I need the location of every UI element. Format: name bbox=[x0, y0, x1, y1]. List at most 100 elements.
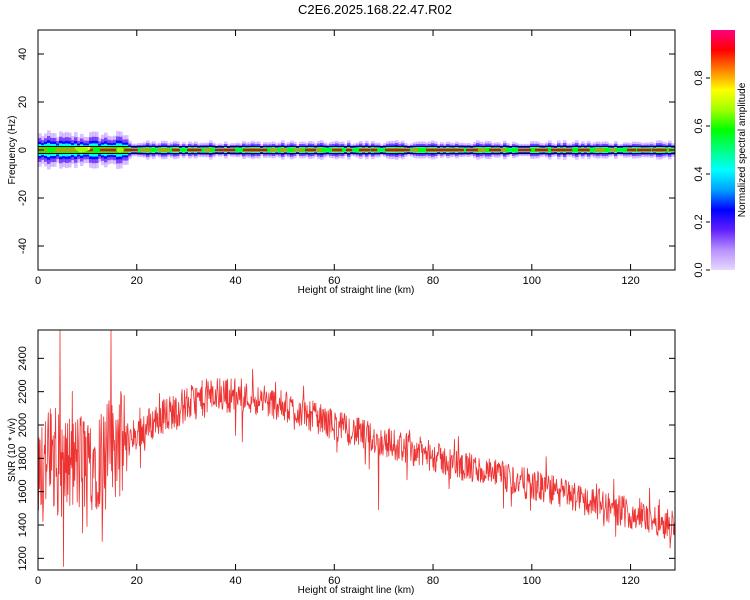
band-cell bbox=[650, 148, 654, 152]
spectrogram-x-tick-label: 40 bbox=[229, 275, 241, 287]
band-peak bbox=[316, 148, 322, 152]
snr-y-ticks: 1200 1400 1600 1800 2000 2200 2400 bbox=[17, 346, 675, 571]
band-peak bbox=[68, 148, 77, 152]
band-cell bbox=[53, 146, 57, 154]
snr-x-tick-label: 120 bbox=[621, 575, 639, 587]
band-cell bbox=[329, 148, 333, 152]
colorbar-tick-label: 0.6 bbox=[693, 118, 705, 133]
band-cell bbox=[92, 145, 96, 155]
band-peak bbox=[627, 148, 637, 152]
colorbar: 0.0 0.2 0.4 0.6 0.8 Normalized spectral ampl… bbox=[693, 30, 748, 278]
spectrogram-panel: 0 20 40 60 80 100 120 -40 -20 0 20 40 Height of st… bbox=[7, 29, 676, 296]
band-cell bbox=[617, 148, 621, 152]
snr-plot-area bbox=[38, 330, 675, 570]
colorbar-tick-label: 0.0 bbox=[693, 262, 705, 277]
band-cell bbox=[464, 148, 468, 152]
band-cell bbox=[623, 148, 627, 152]
spectrogram-x-ticks: 0 20 40 60 80 100 120 bbox=[35, 30, 640, 287]
spectrogram-y-tick-label: 20 bbox=[17, 96, 29, 108]
spectrogram-x-tick-label: 80 bbox=[427, 275, 439, 287]
band-cell bbox=[548, 147, 552, 153]
band-cell bbox=[635, 148, 639, 152]
band-cell bbox=[620, 148, 624, 152]
band-cell bbox=[200, 148, 204, 152]
colorbar-tick-label: 0.2 bbox=[693, 214, 705, 229]
band-cell bbox=[506, 148, 510, 152]
band-cell bbox=[419, 148, 423, 152]
chart-title: C2E6.2025.168.22.47.R02 bbox=[298, 2, 452, 17]
band-peak bbox=[466, 148, 479, 152]
snr-panel: 0 20 40 60 80 100 120 1200 1400 1600 1800 2000 2200… bbox=[7, 329, 676, 596]
band-blob bbox=[116, 147, 124, 153]
band-peak bbox=[100, 148, 115, 152]
band-cell bbox=[278, 148, 282, 152]
band-peak bbox=[270, 148, 278, 152]
snr-x-tick-label: 20 bbox=[131, 575, 143, 587]
band-peak bbox=[243, 148, 255, 152]
band-cell bbox=[575, 147, 579, 153]
snr-y-tick-label: 2200 bbox=[17, 379, 29, 403]
spectrogram-band bbox=[38, 130, 675, 170]
band-cell bbox=[326, 148, 330, 152]
colorbar-gradient bbox=[711, 30, 735, 270]
band-peak bbox=[359, 148, 371, 152]
snr-x-tick-label: 100 bbox=[523, 575, 541, 587]
band-peak bbox=[125, 148, 138, 152]
band-peak bbox=[332, 148, 342, 152]
colorbar-tick-label: 0.8 bbox=[693, 70, 705, 85]
band-peak bbox=[501, 148, 507, 152]
band-cell bbox=[341, 148, 345, 152]
band-cell bbox=[236, 148, 240, 152]
band-cell bbox=[323, 148, 327, 152]
band-cell bbox=[179, 148, 183, 152]
spectrogram-x-tick-label: 100 bbox=[523, 275, 541, 287]
snr-y-tick-label: 1600 bbox=[17, 479, 29, 503]
band-cell bbox=[485, 147, 489, 153]
band-peak bbox=[426, 148, 441, 152]
band-peak bbox=[293, 148, 303, 152]
spectrogram-y-tick-label: 40 bbox=[17, 48, 29, 60]
band-peak bbox=[140, 148, 151, 152]
band-cell bbox=[356, 148, 360, 152]
spectrogram-x-tick-label: 120 bbox=[621, 275, 639, 287]
band-peak bbox=[157, 148, 170, 152]
band-cell bbox=[380, 148, 384, 152]
band-peak bbox=[395, 148, 410, 152]
spectrogram-y-tick-label: -40 bbox=[17, 238, 29, 254]
band-cell bbox=[512, 148, 516, 152]
band-cell bbox=[287, 148, 291, 152]
band-peak bbox=[652, 148, 667, 152]
band-peak bbox=[187, 148, 202, 152]
snr-frame bbox=[37, 329, 676, 571]
spectrogram-y-ticks: -40 -20 0 20 40 bbox=[17, 48, 675, 254]
spectrogram-x-axis-label: Height of straight line (km) bbox=[298, 285, 415, 296]
band-peak bbox=[439, 148, 454, 152]
band-cell bbox=[302, 148, 306, 152]
band-cell bbox=[509, 148, 513, 152]
band-cell bbox=[152, 147, 156, 153]
band-peak bbox=[551, 148, 566, 152]
band-cell bbox=[608, 148, 612, 152]
snr-y-axis-label: SNR (10 * v/v) bbox=[7, 418, 18, 482]
band-cell bbox=[344, 148, 348, 152]
band-cell bbox=[170, 148, 174, 152]
band-cell bbox=[530, 147, 534, 153]
band-cell bbox=[533, 148, 537, 152]
band-cell bbox=[149, 148, 153, 152]
band-cell bbox=[593, 148, 597, 152]
band-peak bbox=[578, 148, 590, 152]
spectrogram-y-tick-label: -20 bbox=[17, 190, 29, 206]
band-peak bbox=[215, 148, 230, 152]
spectrogram-y-tick-label: 0 bbox=[17, 147, 29, 153]
band-cell bbox=[422, 148, 426, 152]
snr-series-line bbox=[38, 330, 675, 567]
snr-x-tick-label: 40 bbox=[229, 575, 241, 587]
band-cell bbox=[515, 148, 519, 152]
band-cell bbox=[50, 146, 54, 154]
band-peak bbox=[172, 148, 180, 152]
band-cell bbox=[290, 147, 294, 153]
spectrogram-x-tick-label: 0 bbox=[35, 275, 41, 287]
band-peak bbox=[535, 148, 548, 152]
snr-y-tick-label: 1400 bbox=[17, 513, 29, 537]
